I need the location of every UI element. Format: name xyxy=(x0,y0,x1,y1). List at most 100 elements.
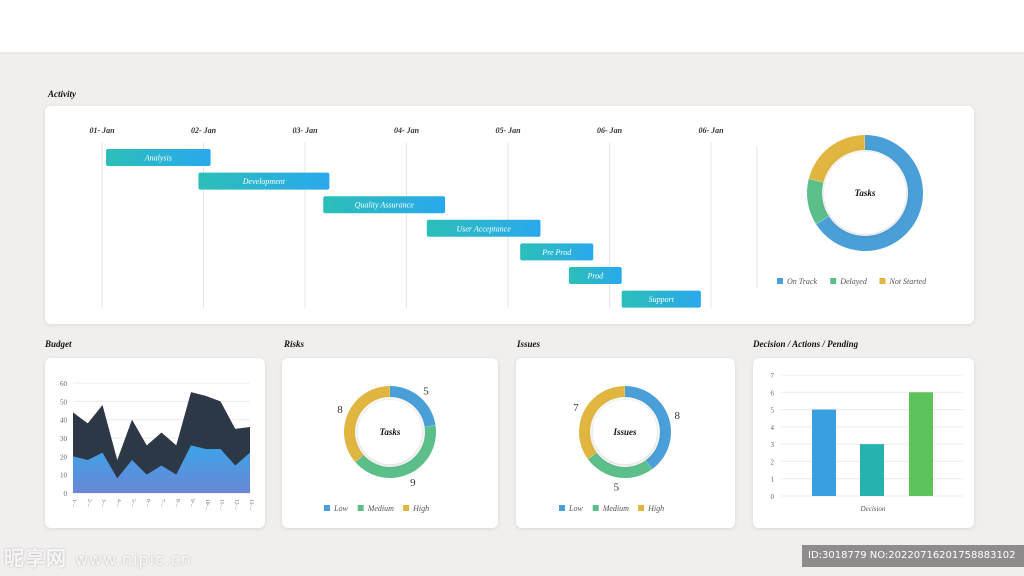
gantt-date-label: 04- Jan xyxy=(394,126,420,135)
budget-x-label: 1-... xyxy=(71,499,77,508)
risks-value-label: 5 xyxy=(423,385,429,397)
tasks-center-label: Tasks xyxy=(855,188,876,198)
gantt-date-label: 06- Jan xyxy=(597,126,623,135)
budget-x-label: 4-... xyxy=(115,499,121,508)
gantt-task-bar[interactable] xyxy=(520,243,594,261)
activity-title: Activity xyxy=(48,89,76,99)
decision-bar[interactable] xyxy=(860,444,884,496)
decision-bar[interactable] xyxy=(909,392,933,496)
gantt-date-label: 05- Jan xyxy=(495,126,521,135)
legend-swatch xyxy=(324,505,330,511)
decision-y-tick: 6 xyxy=(771,389,775,397)
risks-donut: Tasks 5 9 8 Low Medium High xyxy=(324,385,436,513)
watermark-id: ID:3018779 NO:20220716201758883102 xyxy=(802,545,1024,567)
legend-label: High xyxy=(412,504,429,513)
legend-label: Low xyxy=(333,504,348,513)
budget-x-label: 12-... xyxy=(233,499,239,511)
gantt-task[interactable]: Analysis xyxy=(106,149,211,166)
gantt-date-label: 02- Jan xyxy=(191,126,217,135)
issues-title: Issues xyxy=(517,339,541,349)
decision-y-tick: 3 xyxy=(771,441,775,449)
gantt-task-label: Pre Prod xyxy=(541,248,572,257)
gantt-task-label: Development xyxy=(242,177,286,186)
gantt-task-bar[interactable] xyxy=(621,290,701,308)
issues-center-label: Issues xyxy=(612,427,637,437)
gantt-task-bar[interactable] xyxy=(568,267,622,284)
gantt-task-bar[interactable] xyxy=(426,219,541,237)
issues-value-label: 5 xyxy=(614,481,620,493)
budget-title: Budget xyxy=(45,339,72,349)
gantt-task[interactable]: Development xyxy=(198,172,330,190)
tasks-donut-segment[interactable] xyxy=(807,178,829,225)
legend-swatch xyxy=(777,278,783,284)
activity-card: 01- Jan 02- Jan 03- Jan 04- Jan 05- Jan 06- J… xyxy=(45,106,974,324)
budget-series-blue xyxy=(73,445,250,493)
gantt-task[interactable]: User Acceptance xyxy=(426,219,541,237)
gantt-task-bar[interactable] xyxy=(198,172,330,190)
tasks-donut-center xyxy=(824,152,906,234)
risks-donut-segment[interactable] xyxy=(390,386,436,427)
legend-label: Low xyxy=(568,504,583,513)
legend-label: High xyxy=(647,504,664,513)
budget-x-label: 6-... xyxy=(145,499,151,508)
budget-y-tick: 0 xyxy=(64,490,68,498)
budget-x-label: 2-... xyxy=(86,499,92,508)
gantt-task-bar[interactable] xyxy=(106,149,211,166)
decision-bar-chart: 7 6 5 4 3 2 1 0 Decision xyxy=(771,372,963,513)
legend-swatch xyxy=(357,505,364,511)
legend-swatch xyxy=(403,505,410,511)
watermark-url: www.nipic.cn xyxy=(74,550,192,569)
gantt-task[interactable]: Prod xyxy=(568,267,622,284)
gantt-task-label: Quality Assurance xyxy=(355,201,415,210)
legend-swatch xyxy=(830,278,837,284)
gantt-task-label: Support xyxy=(649,295,675,304)
risks-value-label: 9 xyxy=(410,477,416,489)
budget-y-tick: 20 xyxy=(60,453,68,461)
issues-donut: Issues 8 5 7 Low Medium High xyxy=(559,386,681,513)
budget-x-label: 11-... xyxy=(219,499,225,511)
risks-donut-segment[interactable] xyxy=(355,425,436,478)
risks-value-label: 8 xyxy=(337,404,343,416)
risks-donut-segment[interactable] xyxy=(344,386,390,463)
issues-donut-segment[interactable] xyxy=(587,452,653,478)
issues-donut-center xyxy=(593,400,657,464)
tasks-donut-segment[interactable] xyxy=(808,135,865,183)
gantt-task[interactable]: Support xyxy=(621,290,701,308)
budget-x-label: 7-... xyxy=(160,499,166,508)
issues-donut-segment[interactable] xyxy=(625,386,671,470)
gantt-task-label: User Acceptance xyxy=(456,224,511,233)
budget-y-tick: 30 xyxy=(60,435,68,443)
tasks-donut: Tasks On Track Delayed Not Started xyxy=(777,135,927,286)
gantt-task[interactable]: Quality Assurance xyxy=(323,196,446,214)
budget-x-label: 9-... xyxy=(189,499,195,508)
issues-value-label: 8 xyxy=(675,410,681,422)
gantt-task[interactable]: Pre Prod xyxy=(520,243,594,261)
gantt-task-label: Analysis xyxy=(144,154,172,163)
risks-donut-center xyxy=(358,400,422,464)
budget-y-tick: 60 xyxy=(60,380,68,388)
gantt-task-bar[interactable] xyxy=(323,196,446,214)
legend-swatch xyxy=(592,505,599,511)
budget-x-label: 13-... xyxy=(248,499,254,511)
decision-card: 7 6 5 4 3 2 1 0 Decision xyxy=(753,358,974,528)
budget-x-label: 5-... xyxy=(130,499,136,508)
legend-swatch xyxy=(879,278,886,284)
risks-title: Risks xyxy=(284,339,305,349)
decision-bar[interactable] xyxy=(812,409,836,496)
budget-y-tick: 10 xyxy=(60,472,68,480)
decision-y-tick: 7 xyxy=(771,372,775,380)
top-bar xyxy=(0,0,1024,52)
legend-label: Medium xyxy=(602,504,629,513)
gantt-date-label: 06- Jan xyxy=(698,126,724,135)
issues-card: Issues 8 5 7 Low Medium High xyxy=(516,358,735,528)
risks-card: Tasks 5 9 8 Low Medium High xyxy=(282,358,498,528)
gantt-chart: 01- Jan 02- Jan 03- Jan 04- Jan 05- Jan 06- J… xyxy=(89,126,758,308)
budget-card: 60 50 40 30 20 10 0 1-... 2-... 3-... 4-... 5-... 6… xyxy=(45,358,265,528)
issues-donut-segment[interactable] xyxy=(579,386,625,460)
budget-x-label: 8-... xyxy=(174,499,180,508)
gantt-task-label: Prod xyxy=(586,272,604,281)
legend-label: Delayed xyxy=(839,277,868,286)
issues-value-label: 7 xyxy=(573,402,579,414)
legend-label: On Track xyxy=(787,277,817,286)
decision-y-tick: 2 xyxy=(771,458,775,466)
